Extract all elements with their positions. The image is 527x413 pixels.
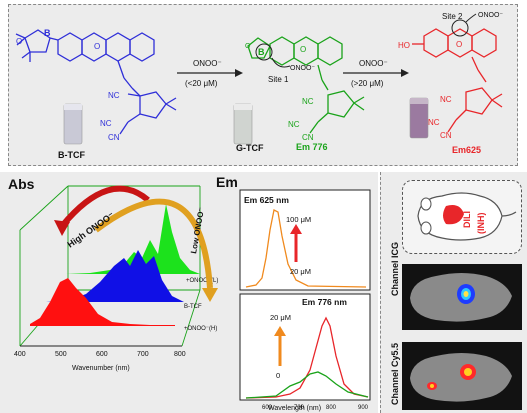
icg-mouse — [410, 273, 512, 322]
liver-highlight — [443, 205, 464, 225]
atom-label-nc: NC — [440, 95, 452, 104]
site-1-circle — [255, 43, 273, 61]
abs-spectrum-blue — [46, 250, 184, 302]
atom-label-ho: HO — [398, 41, 410, 50]
arrow-high-onoo — [59, 185, 150, 228]
compound-label-em625: Em625 — [452, 145, 481, 155]
em-tick-900: 900 — [358, 405, 369, 411]
em-625-title: Em 625 nm — [244, 195, 289, 205]
em-776-curve-green — [245, 371, 369, 399]
em-625-low-label: 20 μM — [290, 267, 311, 276]
em-xlabel: Wavelength (nm) — [268, 405, 322, 412]
abs-xlabel: Wavenumber (nm) — [72, 365, 130, 372]
atom-label-o: O — [94, 42, 100, 51]
atom-label-nc: NC — [100, 119, 112, 128]
abs-tick-600: 600 — [96, 351, 108, 358]
em-tick-600: 600 — [262, 405, 273, 411]
em-776-title: Em 776 nm — [302, 297, 347, 307]
site-1-reagent: ONOO⁻ — [290, 65, 315, 72]
em-776-high-label: 20 μM — [270, 313, 291, 322]
em-776-up-arrow — [274, 326, 286, 336]
atom-label-o: O — [245, 43, 251, 50]
atom-label-o: O — [300, 45, 306, 54]
arrow-2-condition: (>20 μM) — [351, 79, 384, 88]
abs-3d-plot: 400 500 600 700 800 Wavenumber (nm) +ONO… — [14, 185, 218, 372]
b-tcf-structure — [15, 29, 177, 135]
mouse-label-inh: (INH) — [476, 213, 486, 235]
arrow-1-reagent: ONOO⁻ — [193, 59, 222, 68]
atom-label-o: O — [456, 40, 462, 49]
arrow-low-onoo — [94, 198, 213, 289]
atom-label-cn: CN — [302, 133, 314, 142]
arrow-2-reagent: ONOO⁻ — [359, 59, 388, 68]
em-title: Em — [216, 174, 238, 190]
site-2-reagent: ONOO⁻ — [478, 12, 503, 19]
abs-tick-800: 800 — [174, 351, 186, 358]
em-625-high-label: 100 μM — [286, 215, 311, 224]
mouse-cartoon: DILI (INH) — [417, 192, 517, 241]
em-625-plot — [239, 189, 371, 291]
atom-label-cn: CN — [440, 131, 452, 140]
atom-label-nc: NC — [302, 97, 314, 106]
compound-label-b-tcf: B-TCF — [58, 150, 85, 160]
em-776-plot — [239, 293, 371, 401]
atom-label-nc: NC — [108, 91, 120, 100]
abs-tick-400: 400 — [14, 351, 26, 358]
cy55-mouse — [410, 353, 512, 402]
atom-label-nc: NC — [428, 118, 440, 127]
reaction-scheme-drawing: O B O NC NC CN B-TCF ONOO⁻ (<20 μM) B O … — [15, 12, 503, 160]
atom-label-cn: CN — [108, 133, 120, 142]
em-776-curve-red — [245, 316, 369, 399]
site-1-label: Site 1 — [268, 75, 289, 84]
site-2-circle — [451, 19, 469, 37]
em-plots: Em 625 nm 100 μM 20 μM Em 776 nm 20 μM 0… — [239, 189, 371, 411]
atom-label-o: O — [16, 37, 22, 46]
em625-structure — [412, 28, 503, 133]
abs-tick-700: 700 — [137, 351, 149, 358]
arrow-1-condition: (<20 μM) — [185, 79, 218, 88]
abs-spectrum-green — [66, 204, 200, 274]
em-625-curve — [245, 209, 367, 288]
abs-legend-low: +ONOO⁻(L) — [186, 278, 218, 284]
abs-title: Abs — [8, 176, 35, 192]
atom-label-b: B — [258, 47, 265, 57]
em-625-up-arrow — [290, 224, 302, 234]
em-tick-800: 800 — [326, 405, 337, 411]
mouse-label-dili: DILI — [462, 211, 472, 228]
channel-icg-label: Channel ICG — [390, 241, 400, 296]
site-2-label: Site 2 — [442, 12, 463, 21]
em-776-low-label: 0 — [276, 371, 280, 380]
abs-legend-btcf: B-TCF — [184, 304, 202, 310]
g-tcf-structure — [247, 36, 365, 134]
compound-em-776: Em 776 — [296, 142, 328, 152]
atom-label-nc: NC — [288, 120, 300, 129]
channel-cy55-label: Channel Cy5.5 — [390, 342, 400, 405]
compound-label-g-tcf: G-TCF — [236, 143, 264, 153]
abs-tick-500: 500 — [55, 351, 67, 358]
abs-spectrum-red — [30, 278, 175, 326]
abs-legend-high: +ONOO⁻(H) — [184, 326, 217, 332]
atom-label-b: B — [44, 28, 51, 38]
em-tick-700: 700 — [294, 405, 305, 411]
